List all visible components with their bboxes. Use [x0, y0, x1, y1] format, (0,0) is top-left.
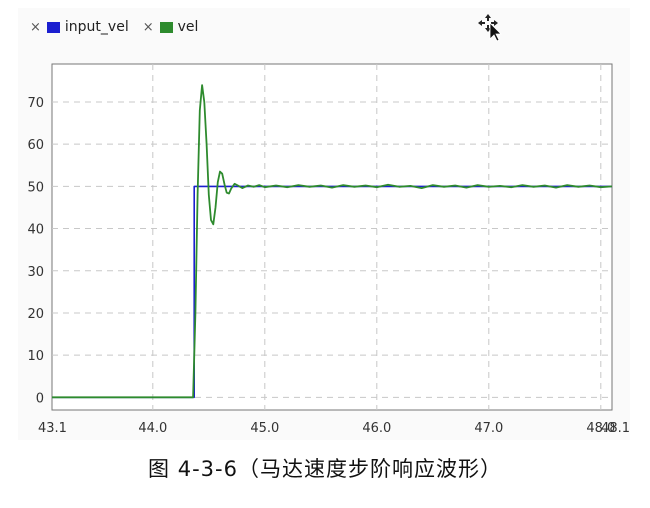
x-axis: 43.1 44.0 45.0 46.0 47.0 48.048.1: [38, 421, 630, 436]
x-tick-label: 44.0: [138, 421, 167, 436]
plot-frame: [51, 63, 613, 411]
line-chart: 0 10 20 30 40 50 60 70 43.1 44.0 45.0 46.0 47.0 48.0…: [27, 63, 630, 436]
figure-caption: 图 4-3-6（马达速度步阶响应波形）: [148, 457, 502, 481]
series-line-vel: [52, 84, 613, 399]
series-group: [52, 84, 613, 399]
y-tick-label: 10: [27, 349, 44, 364]
x-tick-label: 43.1: [38, 421, 67, 436]
y-tick-label: 40: [27, 223, 44, 238]
legend-label-vel: vel: [177, 19, 199, 35]
x-tick-label: 47.0: [474, 421, 503, 436]
legend-swatch-vel: [159, 21, 173, 33]
legend-close-icon[interactable]: ×: [30, 19, 41, 35]
legend-close-icon[interactable]: ×: [142, 19, 154, 35]
x-tick-label-end: 48.1: [601, 421, 630, 436]
legend-label-input-vel: input_vel: [64, 19, 129, 35]
y-tick-label: 30: [27, 265, 44, 280]
y-tick-label: 0: [36, 391, 44, 406]
y-axis: 0 10 20 30 40 50 60 70: [27, 96, 44, 406]
move-cursor-icon: [478, 14, 502, 42]
legend-swatch-input-vel: [46, 21, 60, 33]
legend: × input_vel × vel: [30, 17, 212, 37]
x-tick-label: 45.0: [250, 421, 279, 436]
y-tick-label: 60: [27, 138, 44, 153]
legend-item-input-vel[interactable]: × input_vel: [30, 19, 129, 35]
legend-item-vel[interactable]: × vel: [143, 19, 199, 35]
y-tick-label: 50: [27, 180, 44, 195]
x-tick-label: 46.0: [362, 421, 391, 436]
y-tick-label: 20: [27, 307, 44, 322]
y-tick-label: 70: [27, 96, 44, 111]
x-tick-label: 48.0: [586, 421, 615, 436]
